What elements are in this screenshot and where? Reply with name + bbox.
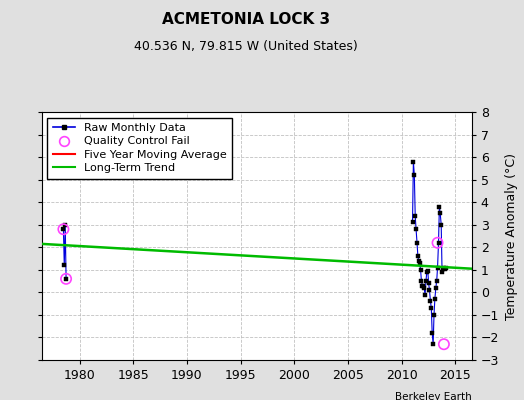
- Point: [59, 226, 68, 232]
- Point: [440, 341, 448, 348]
- Text: Berkeley Earth: Berkeley Earth: [395, 392, 472, 400]
- Text: ACMETONIA LOCK 3: ACMETONIA LOCK 3: [162, 12, 330, 27]
- Point: [433, 240, 442, 246]
- Legend: Raw Monthly Data, Quality Control Fail, Five Year Moving Average, Long-Term Tren: Raw Monthly Data, Quality Control Fail, …: [48, 118, 233, 179]
- Y-axis label: Temperature Anomaly (°C): Temperature Anomaly (°C): [505, 152, 518, 320]
- Text: 40.536 N, 79.815 W (United States): 40.536 N, 79.815 W (United States): [134, 40, 358, 53]
- Point: [62, 276, 70, 282]
